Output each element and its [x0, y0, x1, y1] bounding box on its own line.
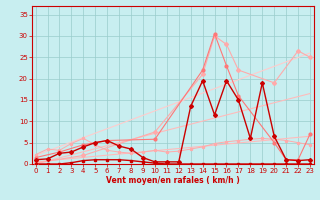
X-axis label: Vent moyen/en rafales ( km/h ): Vent moyen/en rafales ( km/h )	[106, 176, 240, 185]
